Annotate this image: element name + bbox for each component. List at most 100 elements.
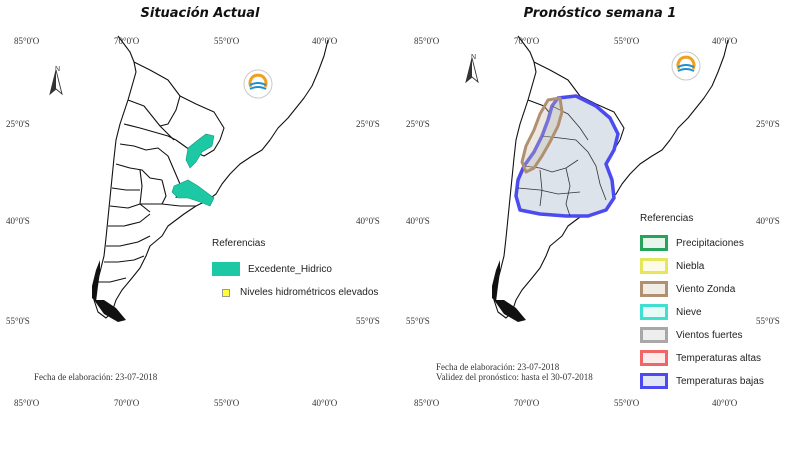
legend-title: Referencias <box>212 238 266 249</box>
forecast-panel: Pronóstico semana 1 85°0'O 70°0'O 55°0'O… <box>400 0 800 450</box>
province-border <box>115 163 163 181</box>
province-border <box>109 203 141 209</box>
lat-tick-left: 25°0'S <box>6 119 30 129</box>
legend-label: Excedente_Hidrico <box>248 263 332 275</box>
lon-tick-bottom: 70°0'O <box>514 398 540 408</box>
footer-date: Fecha de elaboración: 23-07-2018 <box>436 362 560 372</box>
lat-tick-right: 55°0'S <box>356 316 380 326</box>
lat-tick-left: 55°0'S <box>6 316 30 326</box>
legend-item: Niebla <box>640 258 704 274</box>
legend-label: Precipitaciones <box>676 237 744 249</box>
country-border <box>179 95 225 141</box>
chile-islands <box>92 260 100 302</box>
province-border <box>98 277 127 283</box>
north-arrow <box>465 57 479 84</box>
legend-title: Referencias <box>640 213 694 224</box>
legend-label: Temperaturas bajas <box>676 375 764 387</box>
tierra-del-fuego <box>494 300 526 322</box>
chile-islands <box>492 260 500 302</box>
legend-swatch <box>640 304 668 320</box>
lat-tick-right: 40°0'S <box>756 216 780 226</box>
water-excess-area <box>171 179 215 207</box>
province-border <box>108 213 151 227</box>
legend-swatch <box>640 327 668 343</box>
north-label: N <box>471 54 477 61</box>
south-america-map <box>465 35 729 322</box>
lon-tick-bottom: 85°0'O <box>14 398 40 408</box>
water-excess-area <box>185 133 215 169</box>
legend-item: Excedente_Hidrico <box>212 262 332 276</box>
legend-swatch <box>212 262 240 276</box>
legend-item: Vientos fuertes <box>640 327 743 343</box>
country-border <box>127 99 175 141</box>
legend-item: Precipitaciones <box>640 235 744 251</box>
lon-tick-bottom: 40°0'O <box>712 398 738 408</box>
current-situation-panel: Situación Actual 85°0'O 70°0'O 55°0'O 40… <box>6 6 380 408</box>
lon-tick-top: 70°0'O <box>114 36 140 46</box>
province-border <box>139 169 151 213</box>
lat-tick-left: 25°0'S <box>406 119 430 129</box>
lat-tick-left: 55°0'S <box>406 316 430 326</box>
lat-tick-right: 25°0'S <box>356 119 380 129</box>
province-border <box>551 105 589 141</box>
lat-tick-left: 40°0'S <box>406 216 430 226</box>
province-border <box>104 255 145 263</box>
lon-tick-top: 40°0'O <box>312 36 338 46</box>
logo <box>243 69 273 99</box>
north-arrow <box>49 69 63 96</box>
north-label: N <box>55 66 61 73</box>
legend-swatch <box>640 373 668 389</box>
lon-tick-top: 55°0'O <box>614 36 640 46</box>
province-border <box>161 179 167 205</box>
legend-label: Niebla <box>676 260 705 272</box>
legend-item: Niveles hidrométricos elevados <box>222 287 378 298</box>
lat-tick-right: 40°0'S <box>356 216 380 226</box>
legend-swatch <box>640 281 668 297</box>
province-border <box>541 135 577 141</box>
legend-swatch <box>640 258 668 274</box>
panel-title: Pronóstico semana 1 <box>523 6 677 21</box>
lat-tick-left: 40°0'S <box>6 216 30 226</box>
continent-coastline <box>493 35 729 319</box>
legend-item: Viento Zonda <box>640 281 735 297</box>
legend-item: Temperaturas bajas <box>640 373 764 389</box>
continent-coastline <box>93 35 329 319</box>
province-border <box>123 123 177 141</box>
legend-swatch <box>640 350 668 366</box>
lon-tick-top: 40°0'O <box>712 36 738 46</box>
lon-tick-top: 70°0'O <box>514 36 540 46</box>
lon-tick-top: 85°0'O <box>414 36 440 46</box>
province-border <box>575 139 607 201</box>
footer-validity: Validez del pronóstico: hasta el 30-07-2… <box>436 372 593 382</box>
province-border <box>106 235 151 247</box>
province-border <box>565 167 571 217</box>
legend-swatch <box>222 288 230 297</box>
legend-item: Temperaturas altas <box>640 350 761 366</box>
lon-tick-bottom: 70°0'O <box>114 398 140 408</box>
legend-label: Viento Zonda <box>676 283 736 295</box>
zonda-wind-area <box>520 96 564 174</box>
lat-tick-right: 25°0'S <box>756 119 780 129</box>
lon-tick-top: 85°0'O <box>14 36 40 46</box>
tierra-del-fuego <box>94 300 126 322</box>
province-border <box>140 203 196 207</box>
logo <box>671 51 701 81</box>
lon-tick-bottom: 55°0'O <box>614 398 640 408</box>
province-border <box>119 143 169 157</box>
legend-label: Vientos fuertes <box>676 329 743 341</box>
country-border <box>579 95 625 141</box>
footer-date: Fecha de elaboración: 23-07-2018 <box>34 372 158 382</box>
province-border <box>111 187 140 191</box>
legend-swatch <box>640 235 668 251</box>
lon-tick-top: 55°0'O <box>214 36 240 46</box>
country-border <box>175 139 221 157</box>
lat-tick-right: 55°0'S <box>756 316 780 326</box>
country-border <box>133 61 181 127</box>
legend-label: Nieve <box>676 306 702 318</box>
province-border <box>539 169 543 207</box>
legend-item: Nieve <box>640 304 702 320</box>
legend-label: Temperaturas altas <box>676 352 762 364</box>
panel-title: Situación Actual <box>140 6 260 21</box>
legend-label: Niveles hidrométricos elevados <box>240 287 379 298</box>
lon-tick-bottom: 85°0'O <box>414 398 440 408</box>
